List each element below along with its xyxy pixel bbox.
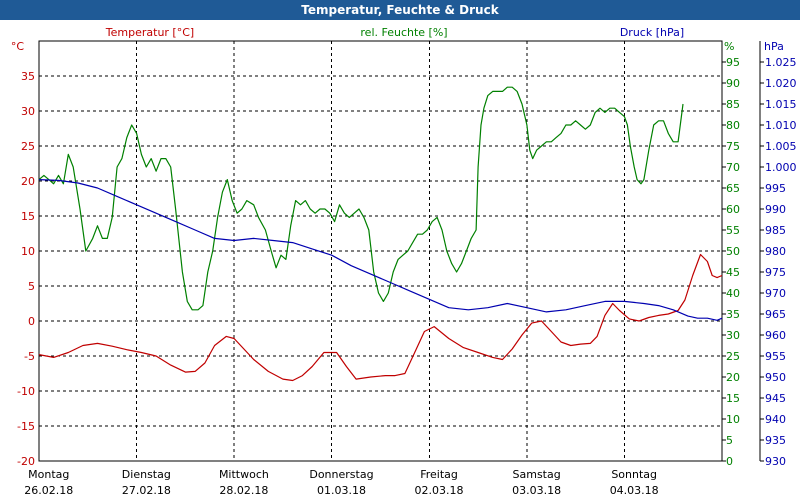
humidity-tick-label: 5 — [726, 434, 733, 447]
pressure-tick-label: 995 — [765, 182, 786, 195]
pressure-tick-label: 1.025 — [765, 56, 797, 69]
x-day-label: Mittwoch — [219, 468, 269, 481]
x-day-label: Sonntag — [611, 468, 657, 481]
x-day-label: Montag — [28, 468, 69, 481]
humidity-tick-label: 70 — [726, 161, 740, 174]
pressure-tick-label: 1.005 — [765, 140, 797, 153]
pressure-tick-label: 965 — [765, 308, 786, 321]
legend-pressure: Druck [hPa] — [620, 26, 684, 39]
axes — [38, 40, 764, 462]
pressure-tick-label: 1.015 — [765, 98, 797, 111]
humidity-tick-label: 65 — [726, 182, 740, 195]
humidity-tick-label: 95 — [726, 56, 740, 69]
humidity-tick-label: 15 — [726, 392, 740, 405]
weather-chart: Temperatur [°C] rel. Feuchte [%] Druck [… — [11, 26, 797, 497]
humidity-tick-label: 85 — [726, 98, 740, 111]
series-lines — [38, 86, 723, 382]
temperature-tick-label: -5 — [24, 350, 35, 363]
temperature-tick-label: -20 — [17, 455, 35, 468]
temperature-tick-label: -15 — [17, 420, 35, 433]
humidity-tick-label: 35 — [726, 308, 740, 321]
pressure-unit-label: hPa — [764, 40, 784, 53]
x-date-label: 27.02.18 — [122, 484, 171, 497]
x-date-label: 26.02.18 — [24, 484, 73, 497]
pressure-tick-label: 955 — [765, 350, 786, 363]
pressure-line — [38, 179, 723, 321]
humidity-tick-label: 60 — [726, 203, 740, 216]
humidity-tick-label: 0 — [726, 455, 733, 468]
pressure-tick-label: 1.000 — [765, 161, 797, 174]
temperature-tick-label: 25 — [21, 140, 35, 153]
temperature-unit-label: °C — [11, 40, 25, 53]
pressure-tick-label: 1.010 — [765, 119, 797, 132]
pressure-tick-label: 940 — [765, 413, 786, 426]
temperature-tick-label: 5 — [28, 280, 35, 293]
pressure-tick-label: 990 — [765, 203, 786, 216]
temperature-tick-label: 15 — [21, 210, 35, 223]
x-date-label: 04.03.18 — [610, 484, 659, 497]
humidity-tick-label: 45 — [726, 266, 740, 279]
humidity-tick-label: 50 — [726, 245, 740, 258]
temperature-tick-label: 20 — [21, 175, 35, 188]
temperature-tick-label: 10 — [21, 245, 35, 258]
grid — [39, 41, 722, 462]
humidity-tick-label: 10 — [726, 413, 740, 426]
temperature-tick-label: 30 — [21, 105, 35, 118]
pressure-tick-label: 930 — [765, 455, 786, 468]
temperature-line — [38, 253, 723, 382]
pressure-tick-label: 985 — [765, 224, 786, 237]
humidity-line — [38, 86, 684, 311]
pressure-tick-label: 935 — [765, 434, 786, 447]
humidity-unit-label: % — [724, 40, 734, 53]
chart-title: Temperatur, Feuchte & Druck — [0, 0, 800, 20]
x-date-label: 28.02.18 — [219, 484, 268, 497]
humidity-tick-label: 40 — [726, 287, 740, 300]
x-date-label: 03.03.18 — [512, 484, 561, 497]
humidity-tick-label: 55 — [726, 224, 740, 237]
humidity-tick-label: 80 — [726, 119, 740, 132]
x-day-label: Samstag — [513, 468, 561, 481]
x-day-label: Donnerstag — [309, 468, 373, 481]
temperature-tick-label: 35 — [21, 70, 35, 83]
humidity-tick-label: 90 — [726, 77, 740, 90]
pressure-tick-label: 970 — [765, 287, 786, 300]
humidity-tick-label: 25 — [726, 350, 740, 363]
legend-temperature: Temperatur [°C] — [105, 26, 194, 39]
pressure-tick-label: 960 — [765, 329, 786, 342]
legend: Temperatur [°C] rel. Feuchte [%] Druck [… — [105, 26, 684, 39]
humidity-tick-label: 75 — [726, 140, 740, 153]
legend-humidity: rel. Feuchte [%] — [360, 26, 447, 39]
x-date-label: 01.03.18 — [317, 484, 366, 497]
humidity-tick-label: 30 — [726, 329, 740, 342]
tick-labels: 35302520151050-5-10-15-20959085807570656… — [17, 56, 796, 497]
pressure-tick-label: 975 — [765, 266, 786, 279]
pressure-tick-label: 945 — [765, 392, 786, 405]
x-day-label: Dienstag — [122, 468, 171, 481]
x-day-label: Freitag — [420, 468, 458, 481]
pressure-tick-label: 950 — [765, 371, 786, 384]
humidity-tick-label: 20 — [726, 371, 740, 384]
pressure-tick-label: 980 — [765, 245, 786, 258]
temperature-tick-label: 0 — [28, 315, 35, 328]
pressure-tick-label: 1.020 — [765, 77, 797, 90]
x-date-label: 02.03.18 — [415, 484, 464, 497]
temperature-tick-label: -10 — [17, 385, 35, 398]
